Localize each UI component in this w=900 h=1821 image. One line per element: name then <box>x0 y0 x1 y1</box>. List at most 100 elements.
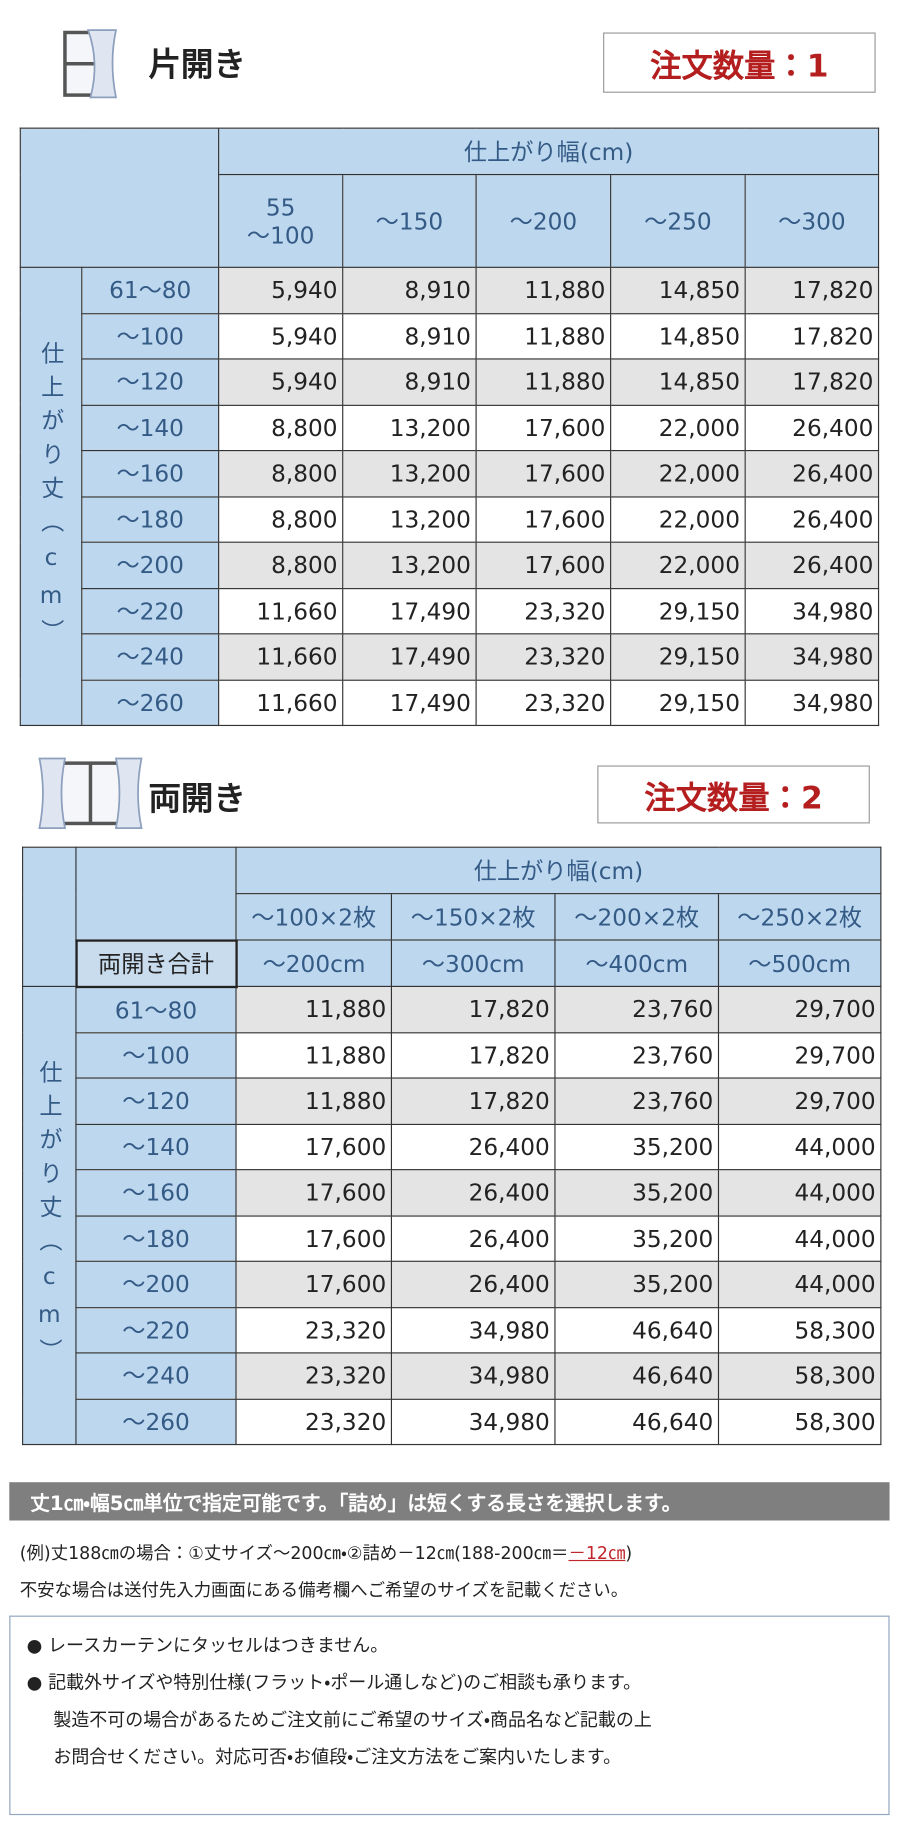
price-cell: 23,320 <box>475 633 612 681</box>
price-cell: 23,320 <box>475 679 612 727</box>
section-title: 両開き <box>148 779 246 818</box>
price-cell: 35,200 <box>554 1169 720 1217</box>
price-cell: 23,760 <box>554 1077 720 1125</box>
price-cell: 23,760 <box>554 985 720 1033</box>
price-cell: 17,820 <box>744 312 880 360</box>
price-cell: 8,910 <box>342 312 477 360</box>
price-cell: 46,640 <box>554 1306 720 1354</box>
price-cell: 23,320 <box>475 587 612 635</box>
price-row: ～240 23,320 34,980 46,640 58,300 <box>23 1352 882 1400</box>
price-cell: 26,400 <box>390 1214 556 1262</box>
row-header: ～200 <box>75 1260 237 1308</box>
row-header: ～160 <box>75 1169 237 1217</box>
price-cell: 26,400 <box>744 404 880 452</box>
price-cell: 14,850 <box>610 312 746 360</box>
height-header: 仕上がり丈（cm） <box>22 985 77 1446</box>
row-header: ～180 <box>81 495 220 543</box>
corner-cell <box>75 846 237 941</box>
price-cell: 34,980 <box>390 1306 556 1354</box>
order-quantity: 注文数量：2 <box>597 765 870 824</box>
order-quantity: 注文数量：1 <box>603 32 876 93</box>
price-row: ～100 5,940 8,910 11,880 14,850 17,820 <box>20 312 880 360</box>
price-cell: 14,850 <box>610 266 746 314</box>
height-header: 仕上がり丈（cm） <box>19 266 83 727</box>
section-title: 片開き <box>148 45 246 84</box>
price-cell: 34,980 <box>390 1352 556 1400</box>
price-row: ～200 17,600 26,400 35,200 44,000 <box>23 1260 882 1308</box>
price-cell: 46,640 <box>554 1352 720 1400</box>
price-cell: 11,880 <box>235 985 393 1033</box>
price-cell: 26,400 <box>744 541 880 589</box>
single-window-icon <box>63 29 118 99</box>
price-cell: 58,300 <box>717 1352 882 1400</box>
column-header: ～150×2枚 <box>390 893 556 941</box>
price-cell: 34,980 <box>744 633 880 681</box>
price-cell: 23,320 <box>235 1352 393 1400</box>
price-cell: 29,700 <box>717 1077 882 1125</box>
column-header: ～200 <box>475 173 612 268</box>
total-header: ～200cm <box>235 939 393 987</box>
price-cell: 26,400 <box>390 1123 556 1171</box>
column-header: 55 ～100 <box>218 173 344 268</box>
price-cell: 58,300 <box>717 1398 882 1446</box>
price-cell: 29,150 <box>610 633 746 681</box>
price-cell: 17,820 <box>390 1031 556 1079</box>
price-row: ～220 23,320 34,980 46,640 58,300 <box>23 1306 882 1354</box>
total-header: ～400cm <box>554 939 720 987</box>
row-header: ～100 <box>75 1031 237 1079</box>
price-cell: 23,760 <box>554 1031 720 1079</box>
price-cell: 44,000 <box>717 1123 882 1171</box>
total-header: ～300cm <box>390 939 556 987</box>
price-cell: 17,600 <box>235 1214 393 1262</box>
price-cell: 23,320 <box>235 1306 393 1354</box>
header-row: 両開き合計 ～200cm ～300cm ～400cm ～500cm <box>23 938 882 988</box>
curtain <box>86 29 118 99</box>
curtain <box>38 757 67 829</box>
header-row: ～100×2枚 ～150×2枚 ～200×2枚 ～250×2枚 <box>23 893 882 941</box>
price-row: ～240 11,660 17,490 23,320 29,150 34,980 <box>20 633 880 681</box>
price-row: ～260 11,660 17,490 23,320 29,150 34,980 <box>20 679 880 727</box>
price-row: ～120 11,880 17,820 23,760 29,700 <box>23 1077 882 1125</box>
price-cell: 22,000 <box>610 450 746 497</box>
price-cell: 17,600 <box>475 541 612 589</box>
row-header: ～100 <box>81 312 220 360</box>
price-cell: 8,800 <box>218 450 344 497</box>
price-row: ～140 8,800 13,200 17,600 22,000 26,400 <box>20 404 880 452</box>
price-row: ～160 17,600 26,400 35,200 44,000 <box>23 1169 882 1217</box>
price-cell: 44,000 <box>717 1260 882 1308</box>
price-row: ～260 23,320 34,980 46,640 58,300 <box>23 1398 882 1446</box>
price-cell: 34,980 <box>744 679 880 727</box>
corner-cell <box>22 846 77 987</box>
row-header: 61～80 <box>81 266 220 314</box>
price-cell: 17,820 <box>744 266 880 314</box>
price-cell: 26,400 <box>744 495 880 543</box>
total-header: ～500cm <box>717 939 882 987</box>
price-cell: 17,600 <box>475 495 612 543</box>
column-header: ～100×2枚 <box>235 893 393 941</box>
example-line: (例)丈188㎝の場合：①丈サイズ～200㎝・②詰め－12㎝(188-200㎝＝… <box>20 1540 632 1564</box>
double-window-icon <box>38 757 143 829</box>
price-row: ～220 11,660 17,490 23,320 29,150 34,980 <box>20 587 880 635</box>
price-cell: 58,300 <box>717 1306 882 1354</box>
price-cell: 17,490 <box>342 587 477 635</box>
price-cell: 29,700 <box>717 1031 882 1079</box>
price-cell: 17,820 <box>390 1077 556 1125</box>
price-cell: 17,600 <box>235 1123 393 1171</box>
price-cell: 35,200 <box>554 1214 720 1262</box>
price-cell: 26,400 <box>390 1169 556 1217</box>
price-table: 仕上がり幅(cm) ～100×2枚 ～150×2枚 ～200×2枚 ～250×2枚 両開き… <box>22 846 882 1446</box>
price-row: 仕上がり丈（cm） 61～80 11,880 17,820 23,760 29,700 <box>22 985 882 1446</box>
price-cell: 11,660 <box>218 633 344 681</box>
column-header: ～250×2枚 <box>717 893 882 941</box>
row-header: ～140 <box>81 404 220 452</box>
price-cell: 11,880 <box>475 266 612 314</box>
price-cell: 8,910 <box>342 266 477 314</box>
price-cell: 22,000 <box>610 404 746 452</box>
price-cell: 44,000 <box>717 1169 882 1217</box>
note: ● レースカーテンにタッセルはつきません。 <box>26 1635 389 1657</box>
price-row: ～100 11,880 17,820 23,760 29,700 <box>23 1031 882 1079</box>
price-cell: 17,490 <box>342 679 477 727</box>
price-cell: 35,200 <box>554 1123 720 1171</box>
